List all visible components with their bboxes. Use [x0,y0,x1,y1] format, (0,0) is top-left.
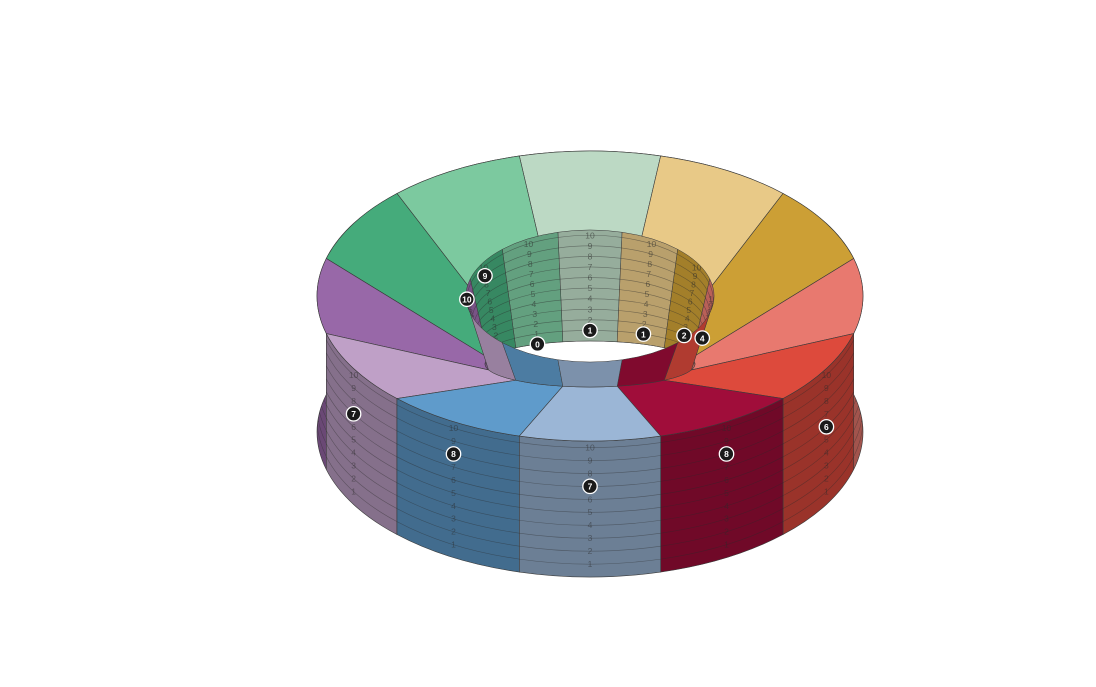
svg-text:4: 4 [824,448,829,458]
svg-text:5: 5 [824,435,829,445]
svg-text:3: 3 [588,304,593,314]
svg-text:8: 8 [824,396,829,406]
svg-text:3: 3 [351,461,356,471]
svg-text:7: 7 [588,482,593,492]
svg-text:2: 2 [533,319,538,329]
svg-text:5: 5 [588,507,593,517]
svg-text:7: 7 [724,462,729,472]
svg-text:4: 4 [588,294,593,304]
svg-text:9: 9 [451,436,456,446]
svg-text:7: 7 [315,336,320,346]
svg-text:8: 8 [861,323,866,333]
svg-text:5: 5 [451,488,456,498]
svg-text:6: 6 [588,494,593,504]
svg-text:5: 5 [315,362,320,372]
svg-text:6: 6 [487,296,492,306]
svg-text:10: 10 [647,239,657,249]
svg-text:9: 9 [351,383,356,393]
svg-text:1: 1 [724,540,729,550]
svg-text:10: 10 [449,423,459,433]
svg-text:6: 6 [588,273,593,283]
svg-text:3: 3 [861,388,866,398]
svg-text:1: 1 [351,487,356,497]
svg-text:6: 6 [724,475,729,485]
svg-text:8: 8 [724,449,729,459]
svg-text:1: 1 [588,326,593,336]
svg-text:2: 2 [861,401,866,411]
svg-text:10: 10 [722,423,732,433]
svg-text:9: 9 [724,436,729,446]
svg-text:1: 1 [451,540,456,550]
svg-text:4: 4 [588,520,593,530]
svg-text:7: 7 [861,336,866,346]
svg-text:7: 7 [351,409,356,419]
svg-text:9: 9 [588,241,593,251]
svg-text:5: 5 [724,488,729,498]
svg-text:9: 9 [483,271,488,281]
svg-text:8: 8 [588,251,593,261]
svg-text:4: 4 [532,299,537,309]
svg-text:3: 3 [451,514,456,524]
svg-text:4: 4 [724,501,729,511]
svg-text:6: 6 [646,279,651,289]
svg-text:2: 2 [824,474,829,484]
svg-text:6: 6 [351,422,356,432]
svg-text:5: 5 [531,289,536,299]
svg-text:4: 4 [861,375,866,385]
svg-text:6: 6 [824,422,829,432]
svg-text:1: 1 [641,329,646,339]
svg-text:5: 5 [645,289,650,299]
svg-text:5: 5 [351,435,356,445]
svg-text:3: 3 [824,461,829,471]
svg-text:5: 5 [588,283,593,293]
svg-text:8: 8 [315,323,320,333]
svg-text:1: 1 [588,559,593,569]
svg-text:6: 6 [530,279,535,289]
svg-text:3: 3 [643,309,648,319]
svg-text:7: 7 [451,462,456,472]
svg-text:3: 3 [315,388,320,398]
svg-text:2: 2 [351,474,356,484]
svg-text:4: 4 [351,448,356,458]
svg-text:10: 10 [585,443,595,453]
svg-text:9: 9 [824,383,829,393]
svg-text:8: 8 [588,468,593,478]
svg-text:2: 2 [451,527,456,537]
svg-text:9: 9 [648,249,653,259]
svg-text:9: 9 [588,455,593,465]
svg-text:10: 10 [524,239,534,249]
svg-text:7: 7 [646,269,651,279]
svg-text:6: 6 [315,349,320,359]
svg-text:6: 6 [688,296,693,306]
svg-text:2: 2 [315,401,320,411]
svg-text:3: 3 [724,514,729,524]
svg-text:2: 2 [724,527,729,537]
svg-text:2: 2 [682,331,687,341]
svg-text:7: 7 [824,409,829,419]
svg-text:6: 6 [861,349,866,359]
svg-text:8: 8 [451,449,456,459]
svg-text:1: 1 [824,487,829,497]
svg-text:7: 7 [529,269,534,279]
svg-text:8: 8 [351,396,356,406]
svg-text:8: 8 [647,259,652,269]
svg-text:9: 9 [527,249,532,259]
svg-text:4: 4 [451,501,456,511]
svg-text:6: 6 [451,475,456,485]
svg-text:5: 5 [861,362,866,372]
svg-text:4: 4 [700,333,705,343]
svg-text:7: 7 [588,262,593,272]
svg-text:0: 0 [535,339,540,349]
svg-text:10: 10 [462,294,472,304]
svg-text:2: 2 [588,546,593,556]
svg-text:4: 4 [644,299,649,309]
svg-text:8: 8 [528,259,533,269]
svg-text:3: 3 [588,533,593,543]
svg-text:4: 4 [315,375,320,385]
svg-text:3: 3 [532,309,537,319]
svg-text:10: 10 [585,230,595,240]
